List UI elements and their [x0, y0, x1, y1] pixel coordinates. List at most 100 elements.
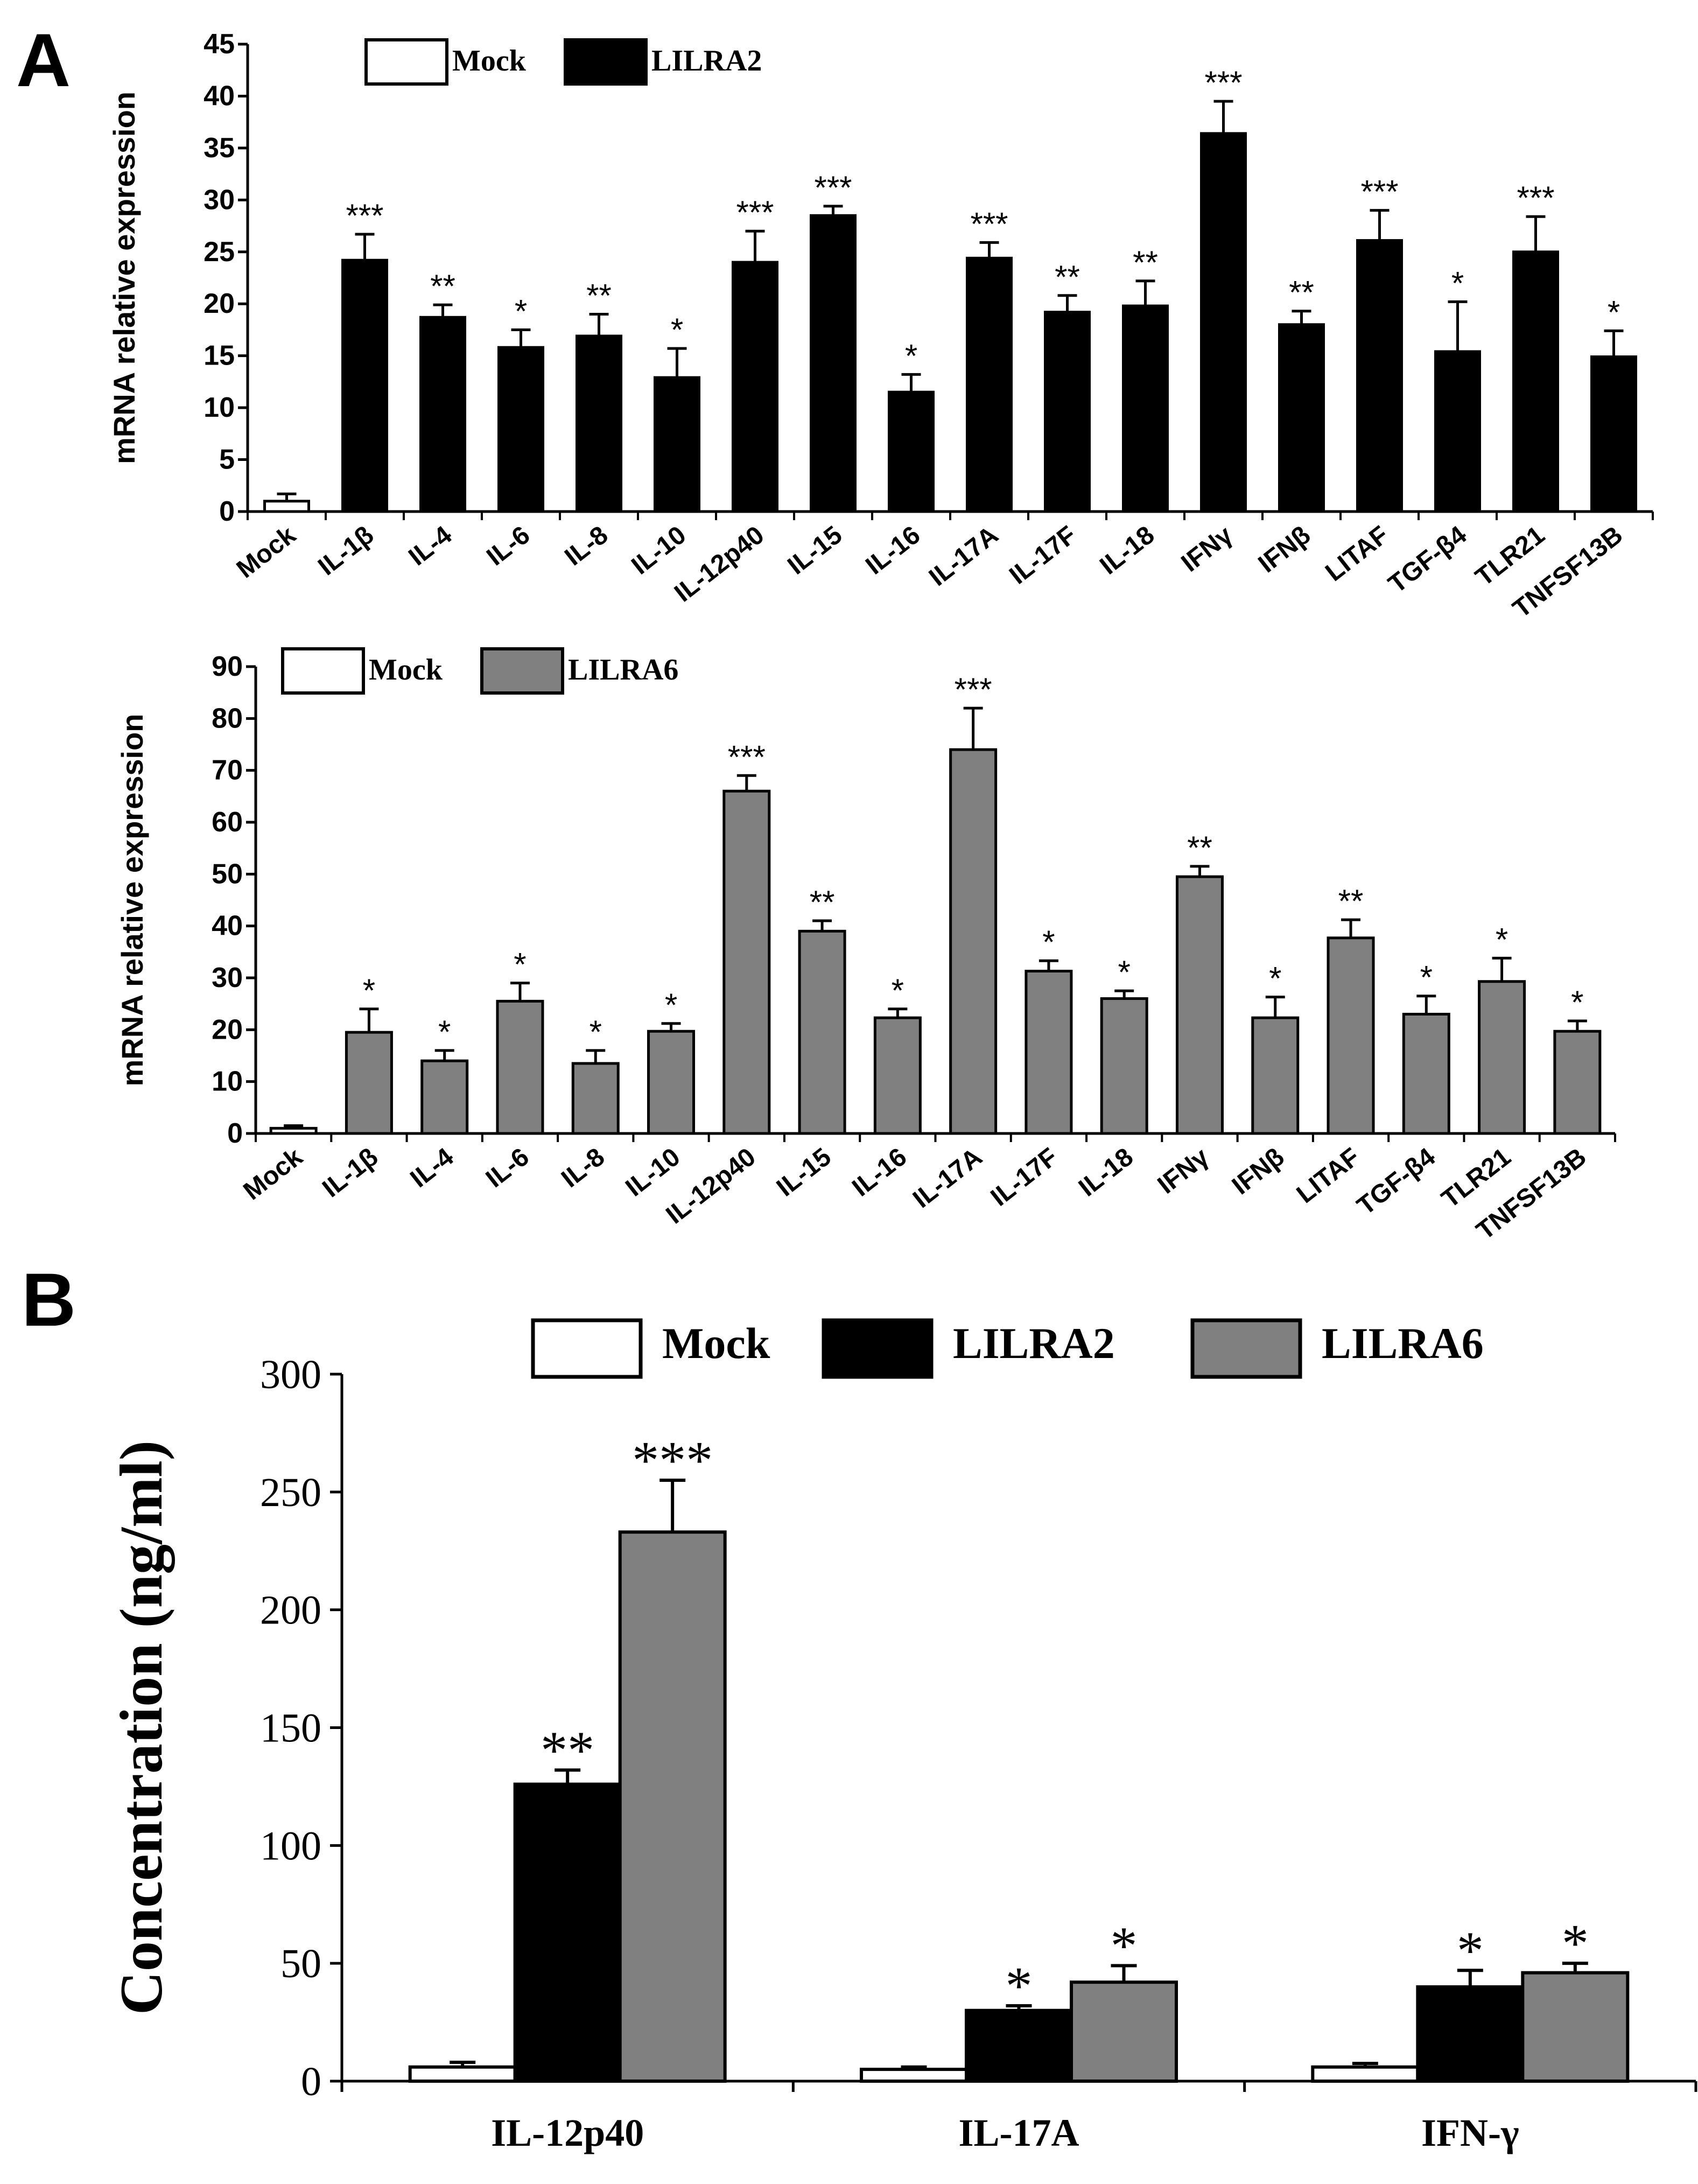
- significance-label: *: [363, 972, 375, 1009]
- bar-LITAF: [1327, 936, 1375, 1135]
- panel-label-a: A: [16, 18, 71, 102]
- legend-label-mock: Mock: [662, 1319, 770, 1368]
- x-tick-label: IL-17F: [986, 1143, 1063, 1212]
- legend-swatch-lilra6: [480, 647, 564, 695]
- x-tick-label: IL-4: [403, 521, 457, 571]
- legend-swatch-mock: [531, 1318, 643, 1379]
- bar-IL-6: [497, 346, 544, 513]
- significance-label: ***: [1517, 180, 1554, 216]
- bar-IL-6: [496, 999, 544, 1135]
- bar-TGF-β4: [1434, 350, 1481, 513]
- legend-label-mock: Mock: [452, 44, 527, 78]
- legend-label-lilra6: LILRA6: [1322, 1319, 1484, 1368]
- bar-mock-IL-12p40: [408, 2065, 517, 2083]
- x-tick-label: IL-15: [771, 1143, 837, 1202]
- y-tick-label: 150: [260, 1706, 321, 1751]
- y-axis-label: mRNA relative expression: [107, 92, 141, 464]
- legend-label-lilra2: LILRA2: [953, 1319, 1115, 1368]
- y-tick-label: 10: [204, 392, 235, 423]
- bar-IL-8: [571, 1062, 620, 1135]
- bar-lilra6-IL-17A: [1070, 1980, 1178, 2083]
- y-tick-label: 25: [204, 236, 235, 268]
- significance-label: *: [1006, 1956, 1033, 2015]
- y-tick-label: 70: [212, 755, 243, 786]
- x-tick-label: IL-12p40: [669, 521, 769, 608]
- y-tick-label: 300: [260, 1352, 321, 1397]
- y-tick-label: 20: [212, 1014, 243, 1045]
- x-tick-label: Mock: [231, 521, 301, 584]
- x-tick-label: TGF-β4: [1352, 1143, 1441, 1221]
- bar-IL-18: [1100, 997, 1148, 1135]
- y-tick-label: 200: [260, 1588, 321, 1633]
- bar-lilra2-IL-12p40: [513, 1782, 622, 2083]
- significance-label: *: [905, 338, 917, 374]
- bar-IL-4: [419, 316, 466, 513]
- y-tick-label: 50: [280, 1941, 321, 1986]
- y-tick-label: 0: [301, 2059, 321, 2104]
- significance-label: *: [1269, 961, 1281, 997]
- significance-label: *: [1111, 1916, 1138, 1976]
- significance-label: **: [1338, 883, 1364, 919]
- bar-TLR21: [1512, 250, 1559, 513]
- y-tick-label: 0: [219, 496, 235, 527]
- y-tick-label: 40: [212, 911, 243, 942]
- x-tick-label: IFNγ: [1176, 521, 1238, 578]
- y-axis-label: Concentration (ng/ml): [108, 1440, 175, 2015]
- y-tick-label: 40: [204, 80, 235, 111]
- x-tick-label: IL-17F: [1004, 521, 1082, 590]
- significance-label: *: [1571, 984, 1583, 1020]
- bar-IL-18: [1122, 304, 1169, 513]
- significance-label: ***: [632, 1430, 713, 1490]
- bar-TGF-β4: [1402, 1012, 1450, 1135]
- bar-IL-17F: [1025, 969, 1073, 1135]
- significance-label: *: [892, 972, 904, 1009]
- legend-label-mock: Mock: [369, 653, 443, 687]
- bar-IL-4: [420, 1059, 469, 1135]
- bar-lilra2-IL-17A: [965, 2008, 1073, 2083]
- bar-TLR21: [1478, 980, 1526, 1135]
- bar-IL-17A: [949, 748, 998, 1135]
- bar-IL-1β: [341, 258, 388, 513]
- bar-IL-16: [873, 1016, 922, 1135]
- x-tick-label: LITAF: [1320, 521, 1394, 587]
- significance-label: *: [671, 312, 683, 348]
- y-tick-label: 250: [260, 1470, 321, 1515]
- bar-LITAF: [1356, 239, 1403, 513]
- x-tick-label: IFNγ: [1153, 1143, 1215, 1200]
- significance-label: *: [1451, 265, 1464, 301]
- x-tick-label: IL-12p40: [491, 2111, 644, 2154]
- x-tick-label: IL-10: [626, 521, 691, 580]
- y-tick-label: 45: [204, 29, 235, 60]
- bar-Mock: [263, 500, 310, 513]
- bar-IL-15: [810, 214, 857, 513]
- bar-IL-1β: [345, 1031, 393, 1135]
- significance-label: *: [438, 1014, 451, 1050]
- bar-IL-17F: [1044, 311, 1091, 513]
- x-tick-label: IL-8: [559, 521, 613, 571]
- y-axis-label: mRNA relative expression: [115, 714, 149, 1087]
- bar-IL-16: [888, 390, 935, 513]
- legend-swatch-lilra2: [564, 38, 648, 86]
- bar-mock-IL-17A: [860, 2068, 968, 2083]
- significance-label: **: [1187, 830, 1212, 866]
- bar-IL-12p40: [732, 261, 778, 513]
- legend-swatch-lilra2: [822, 1318, 934, 1379]
- legend-label-lilra6: LILRA6: [568, 653, 678, 687]
- x-tick-label: IL-1β: [313, 521, 379, 581]
- x-tick-label: IL-16: [847, 1143, 912, 1202]
- bar-lilra6-IFN-γ: [1521, 1971, 1630, 2083]
- significance-label: ***: [728, 739, 766, 775]
- bar-lilra6-IL-12p40: [618, 1530, 727, 2083]
- y-tick-label: 100: [260, 1823, 321, 1868]
- x-tick-label: IL-16: [860, 521, 925, 580]
- significance-label: ***: [1204, 65, 1242, 101]
- significance-label: **: [586, 278, 612, 314]
- chart-b-concentration: 0 50 100 150 200 250 300 Concentration (ng/ml) *…: [108, 1318, 1697, 2154]
- y-tick-label: 60: [212, 807, 243, 838]
- significance-label: **: [810, 884, 835, 920]
- bar-Mock: [269, 1126, 318, 1135]
- significance-label: **: [1133, 244, 1158, 281]
- significance-label: **: [430, 268, 455, 304]
- significance-label: *: [1608, 294, 1620, 330]
